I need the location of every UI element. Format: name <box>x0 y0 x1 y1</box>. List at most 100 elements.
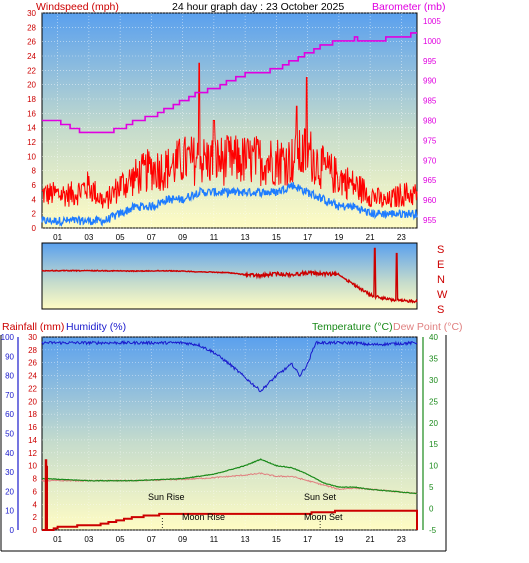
rain-tick-label: 28 <box>28 346 37 355</box>
humidity-tick-label: 80 <box>5 372 14 381</box>
time-tick-label: 03 <box>84 535 93 544</box>
wind-direction-line <box>41 247 418 304</box>
wind-direction-plot-area <box>41 242 418 310</box>
wind-tick-label: 16 <box>27 109 36 118</box>
time-tick-label: 07 <box>147 233 156 242</box>
temp-humidity-plot-area <box>41 336 418 531</box>
baro-tick-label: 970 <box>423 156 437 165</box>
temperature-tick-label: 40 <box>429 333 438 342</box>
moonrise-annotation: Moon Rise <box>182 512 225 522</box>
rain-tick-label: 8 <box>33 475 38 484</box>
direction-label: N <box>437 274 445 286</box>
time-tick-label: 15 <box>272 535 281 544</box>
time-tick-label: 05 <box>116 233 125 242</box>
rain-tick-label: 4 <box>33 500 38 509</box>
chart-title: 24 hour graph day : 23 October 2025 <box>172 1 344 13</box>
temperature-tick-label: 20 <box>429 419 438 428</box>
humidity-tick-label: 10 <box>5 507 14 516</box>
wind-tick-label: 4 <box>32 195 37 204</box>
windspeed-axis-label: Windspeed (mph) <box>36 1 119 13</box>
humidity-tick-label: 30 <box>5 468 14 477</box>
time-tick-label: 09 <box>178 535 187 544</box>
baro-tick-label: 975 <box>423 136 437 145</box>
temperature-tick-label: 35 <box>429 354 438 363</box>
time-tick-label: 11 <box>210 535 219 544</box>
humidity-axis-label: Humidity (%) <box>66 321 126 333</box>
wind-tick-label: 26 <box>27 38 36 47</box>
humidity-tick-label: 60 <box>5 410 14 419</box>
time-tick-label: 17 <box>303 535 312 544</box>
axes-layer: 0246810121416182022242628309559609659709… <box>1 9 448 544</box>
temperature-tick-label: 15 <box>429 440 438 449</box>
wind-tick-label: 24 <box>27 52 36 61</box>
wind-tick-label: 0 <box>32 224 37 233</box>
barometer-axis-label: Barometer (mb) <box>372 1 446 13</box>
grid-layer <box>42 12 417 531</box>
baro-tick-label: 995 <box>423 57 437 66</box>
wind-tick-label: 28 <box>27 23 36 32</box>
moonset-annotation: Moon Set <box>304 512 343 522</box>
barometer-line <box>42 32 417 134</box>
baro-tick-label: 1005 <box>423 17 441 26</box>
time-tick-label: 19 <box>334 233 343 242</box>
direction-label: W <box>437 289 448 301</box>
time-tick-label: 05 <box>116 535 125 544</box>
time-tick-label: 03 <box>84 233 93 242</box>
rain-tick-label: 24 <box>28 372 37 381</box>
time-tick-label: 09 <box>178 233 187 242</box>
temperature-tick-label: 30 <box>429 376 438 385</box>
rain-tick-label: 26 <box>28 359 37 368</box>
humidity-tick-label: 20 <box>5 487 14 496</box>
rain-tick-label: 6 <box>33 487 38 496</box>
time-tick-label: 23 <box>397 233 406 242</box>
rainfall-axis-label: Rainfall (mm) <box>2 321 64 333</box>
rain-tick-label: 18 <box>28 410 37 419</box>
series-layer <box>41 32 418 531</box>
baro-tick-label: 960 <box>423 196 437 205</box>
wind-tick-label: 20 <box>27 81 36 90</box>
sunrise-annotation: Sun Rise <box>148 492 185 502</box>
time-tick-label: 21 <box>366 535 375 544</box>
humidity-tick-label: 0 <box>10 526 15 535</box>
time-tick-label: 07 <box>147 535 156 544</box>
baro-tick-label: 955 <box>423 216 437 225</box>
wind-tick-label: 12 <box>27 138 36 147</box>
baro-tick-label: 980 <box>423 117 437 126</box>
wind-tick-label: 14 <box>27 124 36 133</box>
temperature-line <box>41 458 418 495</box>
wind-gust-line <box>41 62 418 209</box>
baro-tick-label: 985 <box>423 97 437 106</box>
temperature-tick-label: 5 <box>429 483 434 492</box>
rain-tick-label: 20 <box>28 397 37 406</box>
time-tick-label: 19 <box>334 535 343 544</box>
time-tick-label: 01 <box>53 535 62 544</box>
rain-tick-label: 0 <box>33 526 38 535</box>
time-tick-label: 13 <box>241 535 250 544</box>
direction-label: E <box>437 259 444 271</box>
time-tick-label: 13 <box>241 233 250 242</box>
direction-label: S <box>437 304 444 316</box>
humidity-tick-label: 40 <box>5 449 14 458</box>
rain-tick-label: 14 <box>28 436 37 445</box>
time-tick-label: 15 <box>272 233 281 242</box>
baro-tick-label: 1000 <box>423 37 441 46</box>
wind-tick-label: 22 <box>27 66 36 75</box>
humidity-line <box>41 339 418 393</box>
rain-tick-label: 2 <box>33 513 38 522</box>
humidity-tick-label: 100 <box>1 333 15 342</box>
wind-tick-label: 18 <box>27 95 36 104</box>
rain-tick-label: 16 <box>28 423 37 432</box>
time-tick-label: 23 <box>397 535 406 544</box>
humidity-tick-label: 70 <box>5 391 14 400</box>
rainfall-line <box>42 465 418 531</box>
rain-tick-label: 12 <box>28 449 37 458</box>
wind-tick-label: 8 <box>32 167 37 176</box>
temperature-tick-label: -5 <box>429 526 437 535</box>
wind-tick-label: 10 <box>27 152 36 161</box>
time-tick-label: 11 <box>210 233 219 242</box>
baro-tick-label: 990 <box>423 77 437 86</box>
rain-tick-label: 10 <box>28 462 37 471</box>
rain-tick-label: 22 <box>28 384 37 393</box>
